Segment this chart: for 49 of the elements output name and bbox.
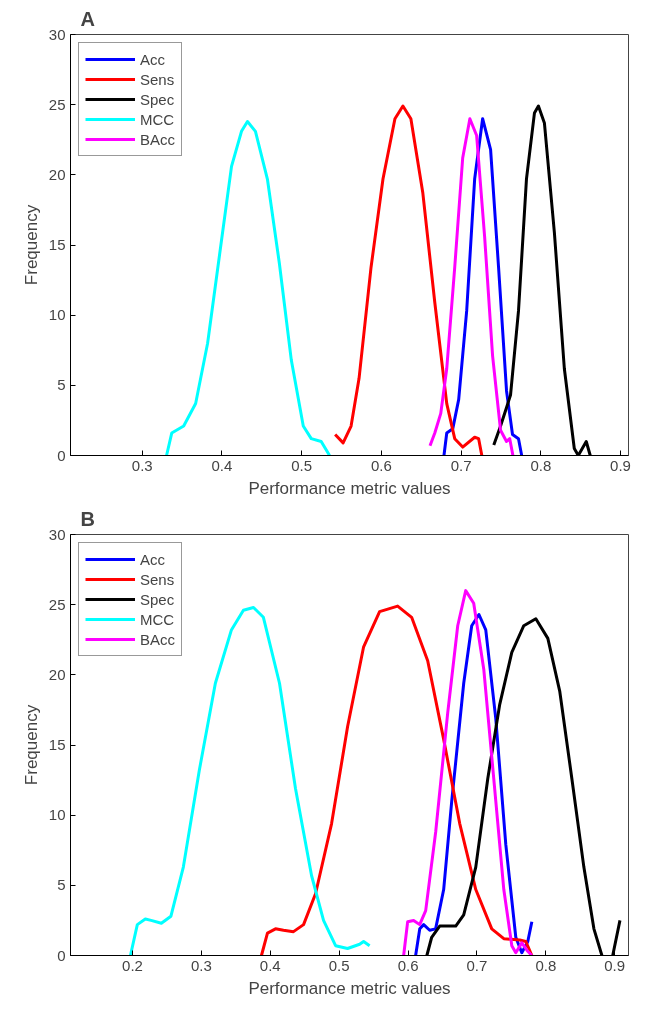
legend-label: Sens: [140, 569, 175, 589]
x-axis-title: Performance metric values: [248, 478, 451, 498]
x-tick-label: 0.5: [328, 956, 350, 974]
legend-label: Spec: [140, 589, 175, 609]
y-tick-label: 5: [57, 876, 66, 894]
x-tick-label: 0.7: [466, 956, 488, 974]
y-tick-label: 5: [57, 376, 66, 394]
legend-label: Spec: [140, 89, 175, 109]
line-series: [259, 604, 534, 956]
legend-label: BAcc: [140, 629, 176, 649]
x-tick-label: 0.8: [530, 456, 552, 474]
x-tick-label: 0.7: [450, 456, 472, 474]
chart-title: B: [80, 507, 95, 530]
line-series: [442, 117, 524, 456]
y-axis-title: Frequency: [21, 704, 41, 786]
y-tick-label: 15: [48, 736, 66, 753]
legend-label: Acc: [140, 549, 166, 569]
x-tick-label: 0.4: [259, 956, 281, 974]
x-tick-label: 0.5: [291, 456, 313, 474]
x-tick-label: 0.3: [131, 456, 153, 474]
y-tick-label: 15: [48, 236, 66, 253]
x-tick-label: 0.4: [211, 456, 233, 474]
x-tick-label: 0.3: [190, 956, 212, 974]
x-tick-label: 0.8: [535, 956, 557, 974]
legend-label: Sens: [140, 69, 175, 89]
x-tick-label: 0.9: [604, 956, 626, 974]
y-tick-label: 20: [48, 665, 66, 683]
legend-label: BAcc: [140, 129, 176, 149]
line-series: [333, 104, 484, 456]
y-tick-label: 25: [48, 595, 66, 613]
y-tick-label: 30: [48, 525, 66, 543]
legend-label: Acc: [140, 49, 166, 69]
y-tick-label: 30: [48, 25, 66, 43]
y-tick-label: 25: [48, 95, 66, 113]
x-axis-title: Performance metric values: [248, 978, 451, 998]
y-tick-label: 0: [57, 446, 66, 464]
legend-label: MCC: [140, 609, 175, 629]
y-tick-label: 10: [48, 306, 66, 324]
y-tick-label: 10: [48, 806, 66, 824]
x-tick-label: 0.2: [122, 956, 143, 974]
legend-label: MCC: [140, 109, 175, 129]
x-tick-label: 0.6: [370, 456, 392, 474]
x-tick-label: 0.9: [610, 456, 631, 474]
line-series: [428, 117, 515, 456]
y-tick-label: 0: [57, 946, 66, 964]
y-axis-title: Frequency: [21, 204, 41, 286]
chart-title: A: [80, 7, 95, 30]
y-tick-label: 20: [48, 165, 66, 183]
x-tick-label: 0.6: [397, 956, 419, 974]
